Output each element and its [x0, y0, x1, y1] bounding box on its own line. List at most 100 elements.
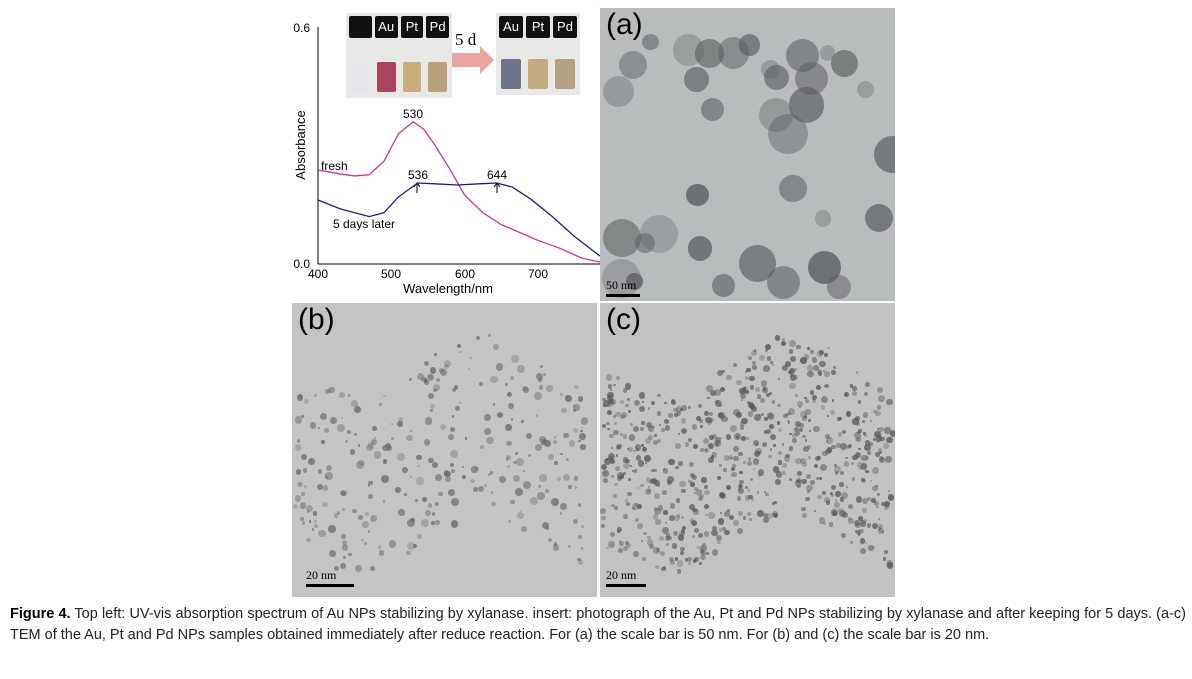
nanoparticle	[796, 344, 801, 349]
nanoparticle	[509, 499, 515, 505]
nanoparticle	[324, 475, 328, 479]
y-axis-label: Absorbance	[293, 110, 308, 179]
nanoparticle	[641, 421, 645, 425]
peak-label-644: 644	[487, 168, 507, 182]
nanoparticle	[414, 499, 418, 503]
nanoparticle	[390, 422, 393, 425]
nanoparticle	[439, 424, 446, 431]
nanoparticle	[625, 273, 643, 290]
nanoparticle	[316, 484, 323, 491]
nanoparticle	[317, 427, 320, 430]
nanoparticle	[769, 424, 774, 429]
nanoparticle	[811, 394, 817, 400]
nanoparticle	[779, 175, 807, 203]
nanoparticle	[749, 478, 753, 482]
nanoparticle	[872, 522, 878, 529]
nanoparticle	[711, 451, 715, 455]
nanoparticle	[826, 274, 851, 300]
nanoparticle	[875, 410, 881, 416]
photo-after: Au Pt Pd	[496, 13, 580, 95]
nanoparticle	[679, 480, 686, 488]
nanoparticle	[637, 486, 640, 489]
nanoparticle	[805, 496, 811, 502]
nanoparticle	[530, 497, 538, 506]
nanoparticle	[709, 417, 715, 423]
nanoparticle	[801, 461, 808, 468]
nanoparticle	[823, 369, 826, 372]
nanoparticle	[816, 368, 822, 374]
nanoparticle	[638, 406, 645, 413]
nanoparticle	[428, 393, 434, 399]
nanoparticle	[815, 477, 819, 481]
nanoparticle	[858, 447, 861, 450]
nanoparticle	[603, 477, 609, 483]
nanoparticle	[635, 518, 639, 523]
nanoparticle	[689, 518, 695, 523]
nanoparticle	[578, 559, 584, 565]
nanoparticle	[830, 484, 836, 490]
nanoparticle	[655, 564, 660, 569]
nanoparticle	[483, 413, 492, 422]
nanoparticle	[680, 515, 684, 519]
nanoparticle	[664, 536, 670, 542]
nanoparticle	[737, 487, 744, 495]
nanoparticle	[328, 525, 337, 533]
nanoparticle	[834, 466, 841, 473]
nanoparticle	[801, 478, 807, 485]
nanoparticle	[797, 471, 803, 477]
nanoparticle	[811, 399, 816, 404]
nanoparticle	[851, 477, 856, 481]
nanoparticle	[781, 470, 786, 476]
nanoparticle	[750, 349, 758, 357]
nanoparticle	[709, 435, 714, 440]
nanoparticle	[572, 519, 578, 525]
nanoparticle	[645, 462, 648, 465]
nanoparticle	[680, 529, 686, 534]
nanoparticle	[884, 505, 890, 511]
nanoparticle	[514, 488, 523, 496]
nanoparticle	[574, 384, 579, 389]
nanoparticle	[831, 509, 838, 516]
nanoparticle	[785, 38, 819, 73]
nanoparticle	[535, 373, 543, 381]
nanoparticle	[539, 364, 544, 368]
nanoparticle	[670, 398, 676, 404]
caption-lead: Figure 4.	[10, 606, 71, 622]
nanoparticle	[654, 507, 658, 512]
nanoparticle	[876, 505, 879, 509]
nanoparticle	[388, 540, 397, 548]
nanoparticle	[352, 508, 357, 514]
nanoparticle	[836, 443, 842, 449]
nanoparticle	[738, 451, 743, 457]
nanoparticle	[852, 391, 858, 396]
nanoparticle	[368, 494, 373, 499]
arrow-644-icon	[493, 182, 501, 193]
nanoparticle	[880, 501, 885, 506]
nanoparticle	[434, 473, 442, 482]
nanoparticle	[342, 555, 346, 559]
nanoparticle	[824, 433, 830, 439]
nanoparticle	[620, 411, 628, 418]
nanoparticle	[787, 420, 790, 423]
nanoparticle	[617, 443, 622, 449]
nanoparticle	[416, 454, 422, 461]
nanoparticle	[736, 495, 742, 501]
nanoparticle	[764, 344, 771, 351]
nanoparticle	[333, 513, 339, 518]
nanoparticle	[830, 409, 836, 416]
nanoparticle	[567, 545, 572, 549]
nanoparticle	[568, 440, 576, 447]
nanoparticle	[752, 467, 756, 471]
nanoparticle	[704, 416, 712, 424]
nanoparticle	[789, 382, 796, 390]
nanoparticle	[730, 466, 735, 471]
nanoparticle	[867, 451, 872, 456]
nanoparticle	[314, 519, 318, 524]
nanoparticle	[444, 470, 451, 478]
x-tick-label: 500	[381, 267, 401, 281]
nanoparticle	[817, 494, 823, 500]
nanoparticle	[563, 473, 571, 481]
nanoparticle	[800, 357, 807, 364]
nanoparticle	[748, 518, 752, 522]
nanoparticle	[675, 498, 680, 503]
